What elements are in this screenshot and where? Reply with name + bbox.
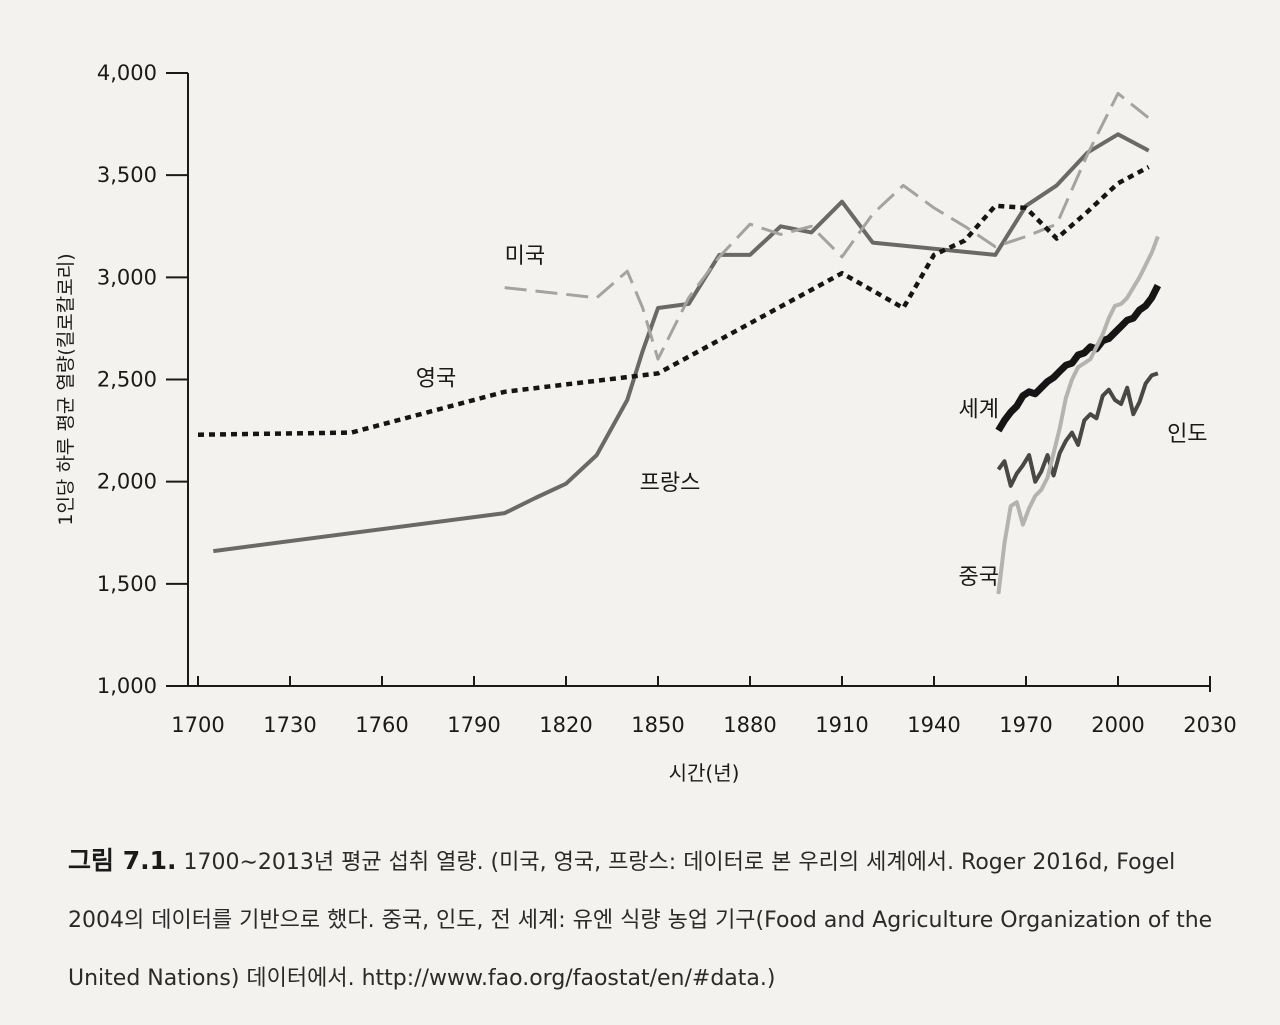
figure-label: 그림 7.1.	[68, 846, 177, 875]
series-annotation: 중국	[959, 565, 999, 590]
y-tick-label: 3,500	[97, 163, 157, 187]
series-line	[213, 132, 1150, 554]
x-tick-label: 1910	[815, 713, 868, 737]
y-tick-label: 2,000	[97, 470, 157, 494]
series-line	[197, 165, 1150, 437]
x-tick-label: 1700	[171, 713, 224, 737]
x-tick-label: 1730	[263, 713, 316, 737]
x-tick-label: 1970	[999, 713, 1052, 737]
y-tick-label: 4,000	[97, 61, 157, 85]
x-tick-label: 2000	[1091, 713, 1144, 737]
x-tick-label: 1880	[723, 713, 776, 737]
x-tick-label: 2030	[1183, 713, 1236, 737]
y-axis-title: 1인당 하루 평균 열량(킬로칼로리)	[55, 253, 77, 525]
series-annotation: 미국	[505, 244, 545, 269]
chart-axes	[166, 72, 1211, 692]
x-tick-label: 1850	[631, 713, 684, 737]
caption-text: 1700∼2013년 평균 섭취 열량. (미국, 영국, 프랑스: 데이터로 …	[68, 850, 1213, 991]
x-tick-label: 1760	[355, 713, 408, 737]
x-tick-label: 1790	[447, 713, 500, 737]
series-line	[996, 235, 1160, 595]
chart-labels: 1,000 1,500 2,000 2,500 3,000 3,500 4,000 1700 1…	[55, 61, 1237, 785]
x-axis-title: 시간(년)	[669, 761, 740, 785]
series-annotation: 프랑스	[640, 471, 701, 496]
series-line	[996, 371, 1159, 488]
series-line	[995, 283, 1162, 433]
chart-series	[197, 91, 1162, 595]
x-tick-label: 1820	[539, 713, 592, 737]
series-annotation: 인도	[1167, 422, 1207, 447]
y-tick-label: 1,500	[97, 572, 157, 596]
y-tick-label: 2,500	[97, 368, 157, 392]
y-tick-label: 3,000	[97, 265, 157, 289]
series-line	[504, 91, 1150, 361]
calorie-line-chart: 1,000 1,500 2,000 2,500 3,000 3,500 4,000 1700 1…	[55, 61, 1237, 785]
series-annotation: 세계	[959, 397, 999, 422]
x-tick-label: 1940	[907, 713, 960, 737]
series-annotation: 영국	[416, 367, 456, 392]
figure-caption: 그림 7.1. 1700∼2013년 평균 섭취 열량. (미국, 영국, 프랑…	[68, 832, 1238, 1008]
y-tick-label: 1,000	[97, 674, 157, 698]
